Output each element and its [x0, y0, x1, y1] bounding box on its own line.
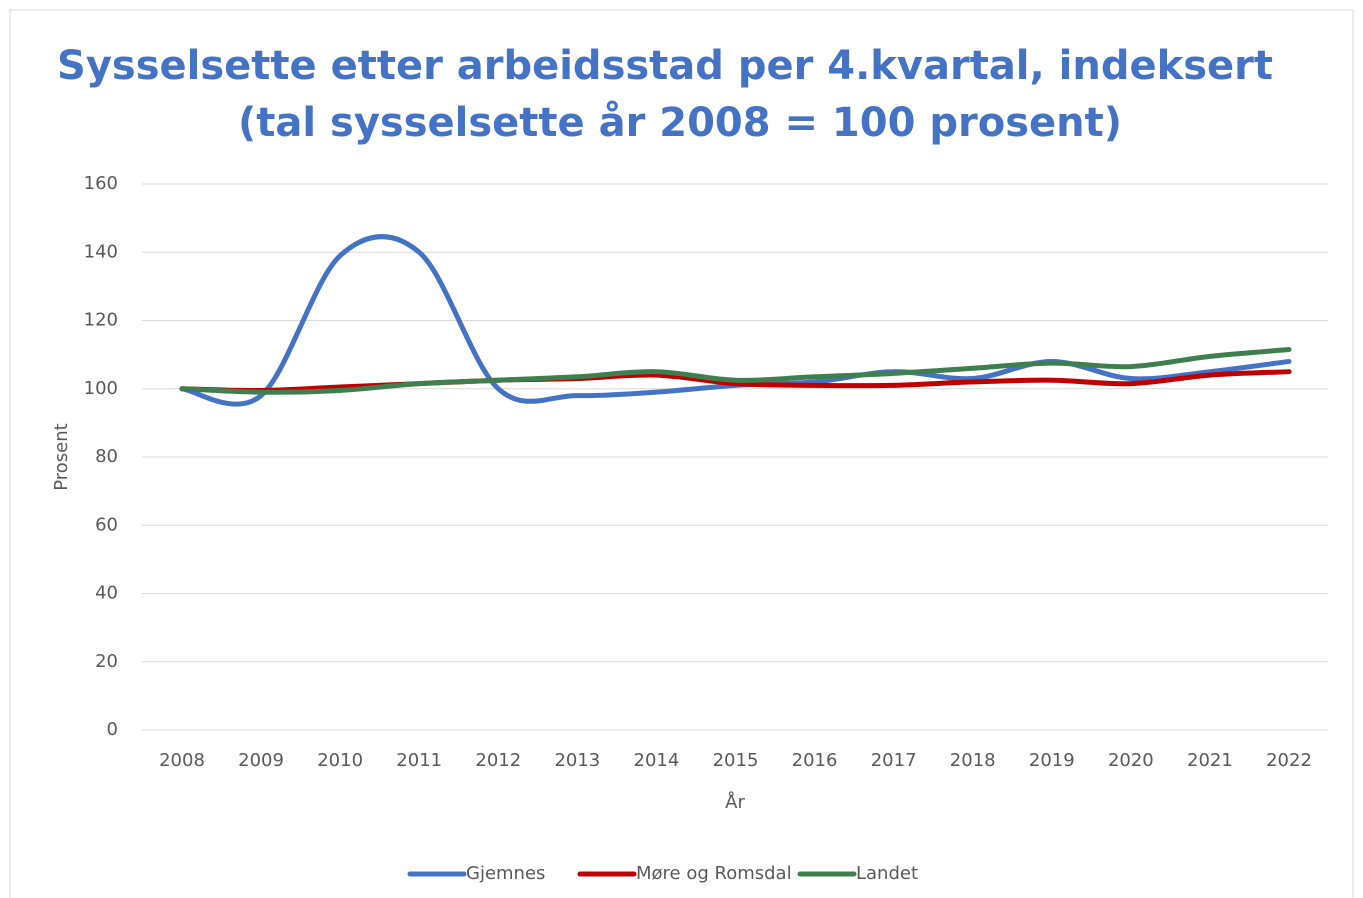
x-tick-label: 2012 — [475, 750, 521, 771]
y-tick-label: 120 — [84, 310, 118, 331]
x-tick-label: 2020 — [1108, 750, 1154, 771]
y-axis-label: Prosent — [51, 423, 72, 490]
x-tick-label: 2008 — [159, 750, 205, 771]
x-tick-label: 2011 — [396, 750, 442, 771]
y-tick-label: 100 — [84, 378, 118, 399]
x-axis-label: År — [725, 791, 745, 813]
x-tick-label: 2019 — [1029, 750, 1075, 771]
x-tick-label: 2017 — [871, 750, 917, 771]
y-tick-label: 160 — [84, 173, 118, 194]
series-line — [179, 234, 1292, 407]
chart-frame — [9, 9, 1354, 898]
x-tick-label: 2021 — [1187, 750, 1233, 771]
x-tick-label: 2015 — [713, 750, 759, 771]
x-tick-label: 2014 — [634, 750, 680, 771]
legend-label: Møre og Romsdal — [636, 863, 792, 884]
y-tick-label: 0 — [107, 719, 118, 740]
x-tick-label: 2018 — [950, 750, 996, 771]
series-line — [179, 347, 1292, 395]
legend-label: Landet — [856, 863, 918, 884]
chart-title: (tal sysselsette år 2008 = 100 prosent) — [238, 99, 1122, 146]
y-tick-label: 20 — [95, 651, 118, 672]
y-tick-label: 60 — [95, 514, 118, 535]
y-tick-label: 80 — [95, 446, 118, 467]
x-tick-label: 2013 — [554, 750, 600, 771]
x-tick-label: 2022 — [1266, 750, 1312, 771]
series-line — [179, 369, 1292, 393]
y-tick-label: 40 — [95, 583, 118, 604]
chart-title: Sysselsette etter arbeidsstad per 4.kvar… — [57, 43, 1273, 89]
x-tick-label: 2010 — [317, 750, 363, 771]
x-tick-label: 2016 — [792, 750, 838, 771]
legend-label: Gjemnes — [466, 863, 545, 884]
x-tick-label: 2009 — [238, 750, 284, 771]
y-tick-label: 140 — [84, 241, 118, 262]
